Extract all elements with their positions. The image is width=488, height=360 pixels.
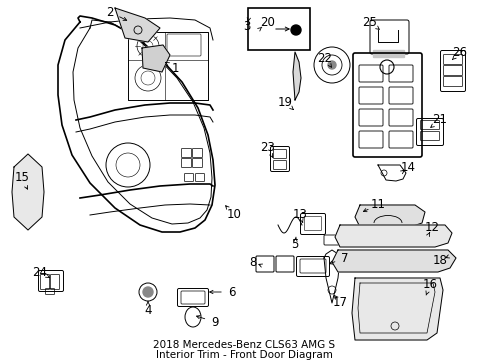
Text: 6: 6 [228,285,235,298]
Text: 23: 23 [260,141,275,154]
Polygon shape [292,52,301,100]
Text: 2018 Mercedes-Benz CLS63 AMG S: 2018 Mercedes-Benz CLS63 AMG S [153,340,335,350]
Text: 17: 17 [332,296,347,309]
Text: 7: 7 [341,252,348,265]
Circle shape [290,25,301,35]
Text: 1: 1 [171,62,179,75]
FancyBboxPatch shape [373,50,404,58]
Text: 12: 12 [424,221,439,234]
Text: 15: 15 [15,171,29,184]
Polygon shape [115,8,160,42]
Text: 3: 3 [243,21,250,33]
Polygon shape [331,250,455,272]
Text: 25: 25 [362,15,377,28]
Text: 21: 21 [431,113,447,126]
Text: Interior Trim - Front Door Diagram: Interior Trim - Front Door Diagram [156,350,332,360]
Text: 13: 13 [292,208,307,221]
Text: 24: 24 [32,265,47,279]
Text: 14: 14 [400,162,415,175]
Polygon shape [12,154,44,230]
Text: 22: 22 [317,51,332,64]
Text: 8: 8 [249,256,256,269]
Text: 26: 26 [451,45,467,58]
Text: 20: 20 [260,15,275,28]
Polygon shape [142,45,170,72]
Circle shape [142,287,153,297]
Text: 10: 10 [226,208,241,221]
Text: 4: 4 [144,303,151,316]
Text: 11: 11 [370,198,385,211]
Text: 19: 19 [277,95,292,108]
Polygon shape [354,205,424,227]
Text: 18: 18 [432,253,447,266]
Polygon shape [351,278,442,340]
Circle shape [327,61,335,69]
Text: 5: 5 [291,238,298,252]
Polygon shape [334,225,451,247]
Text: 2: 2 [106,5,114,18]
Text: 16: 16 [422,279,437,292]
Text: 9: 9 [211,315,218,328]
